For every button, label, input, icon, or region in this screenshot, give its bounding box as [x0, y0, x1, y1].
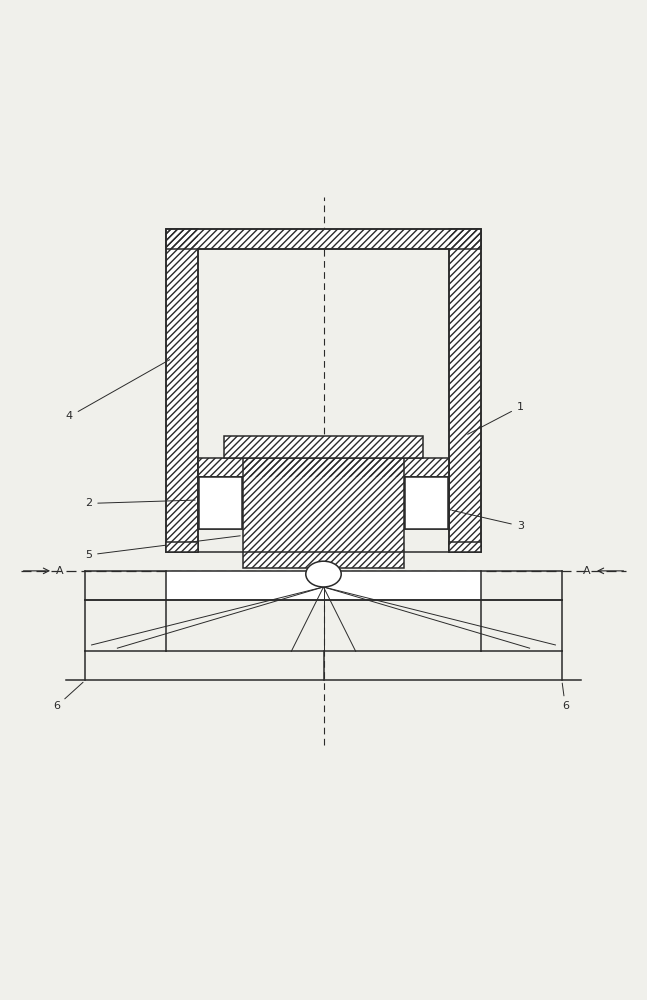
- Bar: [166, 571, 481, 600]
- Text: A: A: [583, 566, 591, 576]
- Bar: [404, 477, 449, 529]
- Ellipse shape: [306, 561, 341, 587]
- Text: 5: 5: [85, 536, 240, 560]
- Text: A: A: [56, 566, 64, 576]
- Bar: [166, 229, 481, 249]
- Bar: [449, 229, 481, 552]
- Bar: [449, 542, 481, 552]
- Text: 3: 3: [452, 510, 524, 531]
- Text: 1: 1: [468, 402, 524, 434]
- Bar: [198, 477, 243, 529]
- Bar: [166, 229, 481, 552]
- Bar: [199, 477, 242, 529]
- Text: 4: 4: [66, 360, 170, 421]
- Bar: [224, 436, 423, 458]
- Bar: [449, 229, 481, 552]
- Bar: [224, 436, 423, 458]
- Bar: [166, 229, 481, 249]
- Bar: [243, 458, 404, 568]
- Bar: [405, 477, 448, 529]
- Bar: [166, 542, 198, 552]
- Bar: [166, 229, 198, 552]
- Bar: [449, 542, 481, 552]
- Bar: [243, 458, 404, 568]
- Text: 6: 6: [53, 682, 83, 711]
- Text: 6: 6: [562, 683, 569, 711]
- Bar: [404, 477, 449, 529]
- Bar: [198, 458, 449, 477]
- Bar: [166, 229, 198, 552]
- Bar: [198, 477, 243, 529]
- Bar: [198, 458, 449, 477]
- Text: 2: 2: [85, 498, 195, 508]
- Bar: [166, 542, 198, 552]
